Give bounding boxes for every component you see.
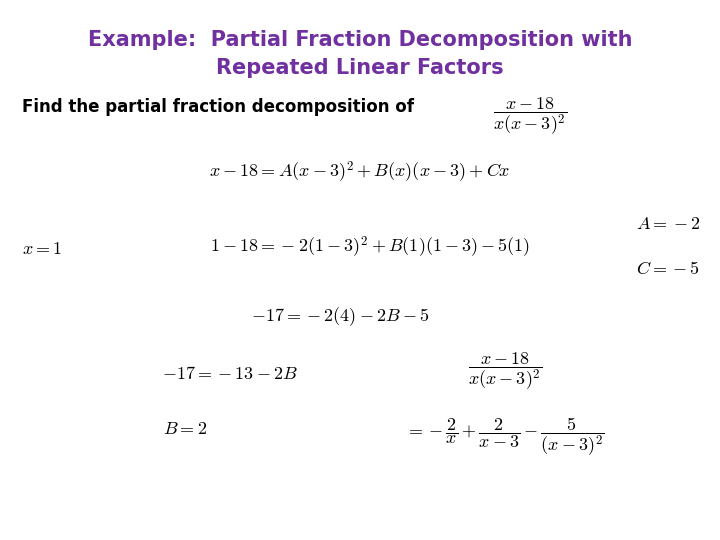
Text: $\dfrac{x - 18}{x(x-3)^2}$: $\dfrac{x - 18}{x(x-3)^2}$: [493, 95, 567, 137]
Text: Repeated Linear Factors: Repeated Linear Factors: [216, 58, 504, 78]
Text: $B = 2$: $B = 2$: [163, 420, 207, 438]
Text: Example:  Partial Fraction Decomposition with: Example: Partial Fraction Decomposition …: [88, 30, 632, 50]
Text: Find the partial fraction decomposition of: Find the partial fraction decomposition …: [22, 98, 414, 116]
Text: $C = -5$: $C = -5$: [636, 260, 700, 278]
Text: $\dfrac{x - 18}{x(x-3)^2}$: $\dfrac{x - 18}{x(x-3)^2}$: [468, 350, 542, 392]
Text: $-17 = -2(4) - 2B - 5$: $-17 = -2(4) - 2B - 5$: [251, 305, 429, 328]
Text: $x = 1$: $x = 1$: [22, 240, 62, 258]
Text: $-17 = -13 - 2B$: $-17 = -13 - 2B$: [162, 365, 298, 383]
Text: $x - 18 = A(x-3)^2 + B(x)(x-3) + Cx$: $x - 18 = A(x-3)^2 + B(x)(x-3) + Cx$: [210, 160, 510, 185]
Text: $= -\dfrac{2}{x} + \dfrac{2}{x-3} - \dfrac{5}{(x-3)^2}$: $= -\dfrac{2}{x} + \dfrac{2}{x-3} - \dfr…: [405, 415, 605, 458]
Text: $1 - 18 = -2(1-3)^2 + B(1)(1-3) - 5(1)$: $1 - 18 = -2(1-3)^2 + B(1)(1-3) - 5(1)$: [210, 235, 530, 260]
Text: $A = -2$: $A = -2$: [636, 215, 700, 233]
